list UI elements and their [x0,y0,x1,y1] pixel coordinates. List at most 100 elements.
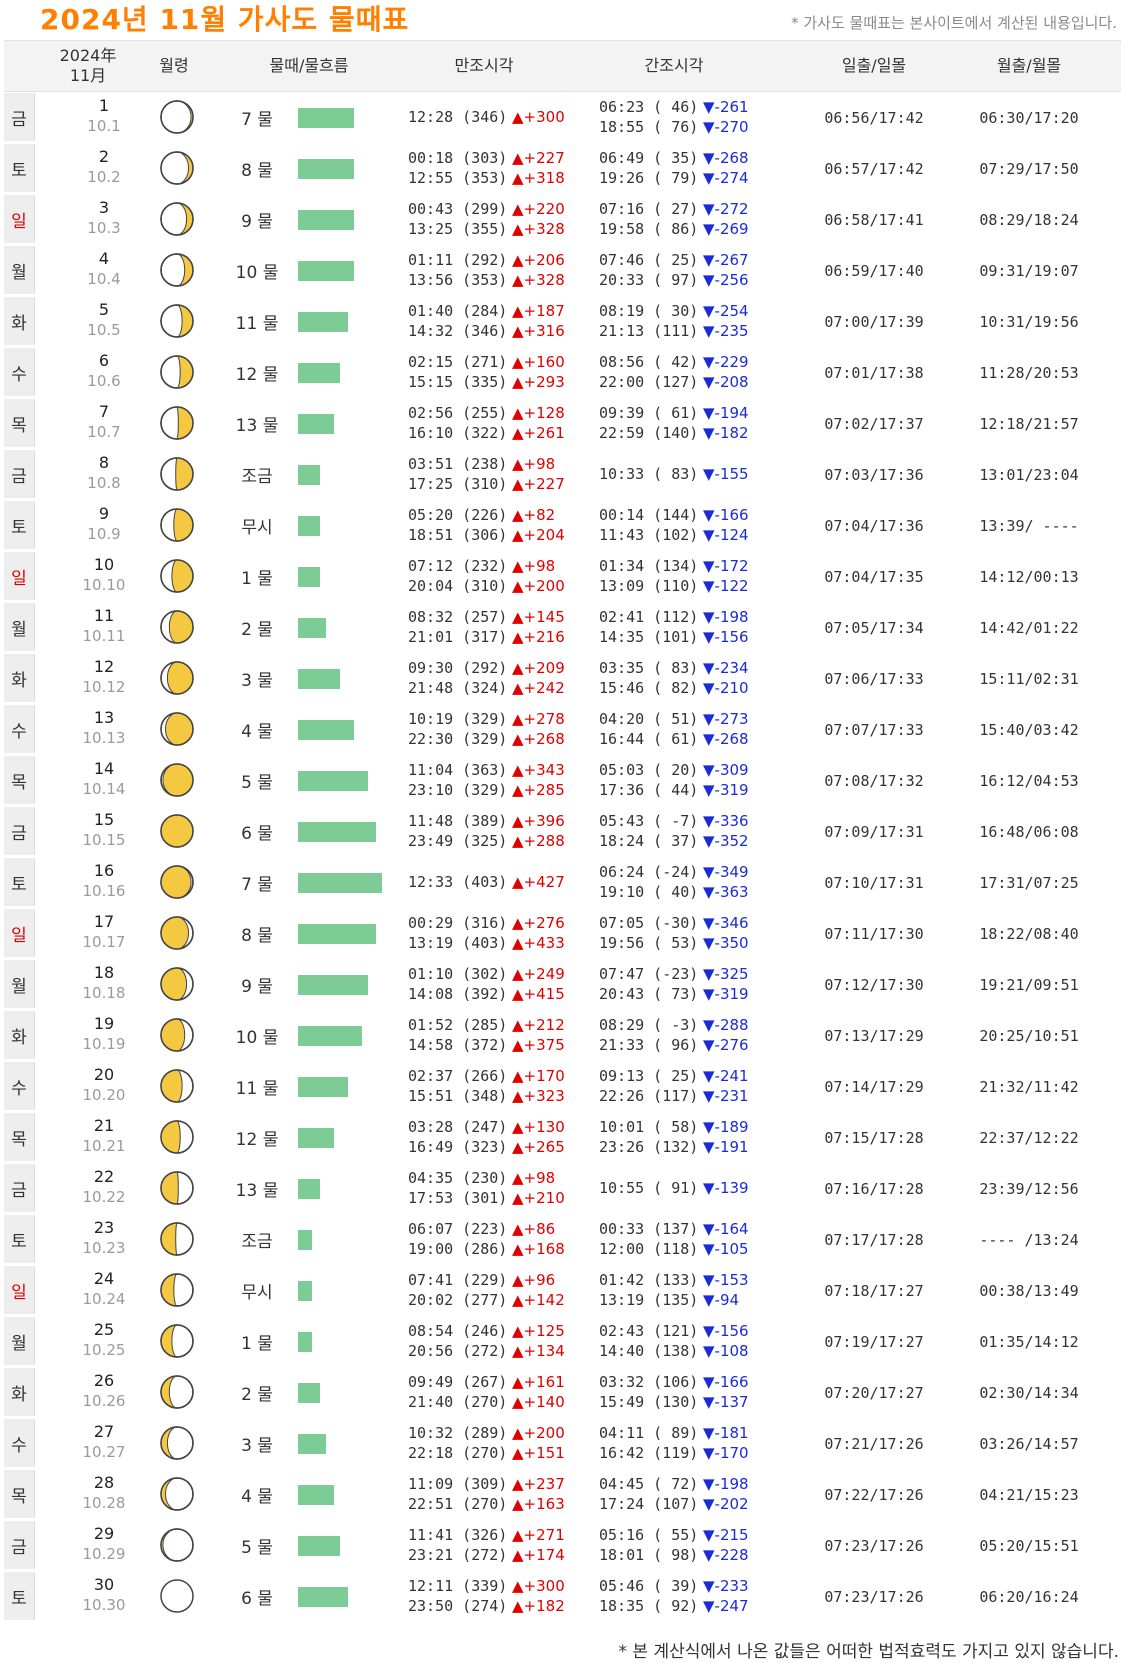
high-tide-time: 13:25 (355) [408,220,508,238]
high-tide-delta-value: +212 [523,1016,565,1034]
rising-arrow-icon: ▲ [512,526,524,544]
low-tide: 01:34 (134) ▼-172 13:09 (110) ▼-122 [599,551,789,602]
rising-arrow-icon: ▲ [512,1322,524,1340]
rising-arrow-icon: ▲ [512,1373,524,1391]
low-tide-delta: ▼-268 [703,149,749,167]
sunrise-sunset: 07:03/17:36 [824,465,924,484]
table-row: 수 13 10.13 4 물 10:19 (329) ▲+278 22:30 (329) ▲+… [4,704,1121,755]
tide-name: 7 물 [241,110,273,130]
low-tide-delta: ▼-319 [703,985,749,1003]
solar-day: 17 [93,912,115,931]
high-tide-time: 14:32 (346) [408,322,508,340]
falling-arrow-icon: ▼ [703,251,715,269]
moon-phase-icon [160,1273,194,1307]
lunar-date: 10.26 [82,1392,126,1410]
low-tide-delta: ▼-319 [703,781,749,799]
low-tide-delta-value: -233 [714,1577,749,1595]
low-tide-delta: ▼-363 [703,883,749,901]
high-tide-delta-value: +174 [523,1546,565,1564]
high-tide-delta-value: +328 [523,271,565,289]
day-of-week: 토 [4,1572,35,1620]
moon-phase-icon [160,1018,194,1052]
high-tide-time: 22:30 (329) [408,730,508,748]
moonrise-moonset: 03:26/14:57 [979,1434,1079,1453]
table-row: 목 28 10.28 4 물 11:09 (309) ▲+237 22:51 (270) ▲+… [4,1469,1121,1520]
high-tide-delta-value: +268 [523,730,565,748]
low-tide-delta-value: -309 [714,761,749,779]
rising-arrow-icon: ▲ [512,608,524,626]
low-tide: 06:23 ( 46) ▼-261 18:55 ( 76) ▼-270 [599,92,789,143]
moon-phase-icon [160,712,194,746]
moon-phase-icon [160,1324,194,1358]
header-high-tide: 만조시각 [454,56,514,75]
lunar-date: 10.10 [82,576,126,594]
high-tide-delta-value: +249 [523,965,565,983]
high-tide: 02:37 (266) ▲+170 15:51 (348) ▲+323 [408,1061,598,1112]
low-tide-delta-value: -164 [714,1220,749,1238]
moonrise-moonset: 05:20/15:51 [979,1536,1079,1555]
rising-arrow-icon: ▲ [512,679,524,697]
table-row: 월 18 10.18 9 물 01:10 (302) ▲+249 14:08 (392) ▲+… [4,959,1121,1010]
lunar-date: 10.24 [82,1290,126,1308]
moon-phase-icon [160,355,194,389]
falling-arrow-icon: ▼ [703,710,715,728]
high-tide-delta: ▲+187 [512,302,565,320]
low-tide: 04:45 ( 72) ▼-198 17:24 (107) ▼-202 [599,1469,789,1520]
high-tide-delta-value: +130 [523,1118,565,1136]
rising-arrow-icon: ▲ [512,455,524,473]
day-of-week: 토 [4,1215,35,1263]
low-tide-time: 14:40 (138) [599,1342,699,1360]
low-tide-delta: ▼-94 [703,1291,739,1309]
low-tide-delta-value: -319 [714,985,749,1003]
low-tide: 00:14 (144) ▼-166 11:43 (102) ▼-124 [599,500,789,551]
lunar-date: 10.19 [82,1035,126,1053]
high-tide-time: 08:54 (246) [408,1322,508,1340]
day-of-week: 일 [4,552,35,600]
table-row: 수 20 10.20 11 물 02:37 (266) ▲+170 15:51 (348) ▲… [4,1061,1121,1112]
table-row: 목 21 10.21 12 물 03:28 (247) ▲+130 16:49 (323) ▲… [4,1112,1121,1163]
low-tide-delta-value: -198 [714,1475,749,1493]
low-tide-delta: ▼-166 [703,506,749,524]
low-tide: 00:33 (137) ▼-164 12:00 (118) ▼-105 [599,1214,789,1265]
tide-flow-bar [298,516,320,536]
high-tide-time: 12:11 (339) [408,1577,508,1595]
moonrise-moonset: 15:11/02:31 [979,669,1079,688]
low-tide-delta: ▼-181 [703,1424,749,1442]
solar-day: 3 [98,198,110,217]
low-tide-delta: ▼-172 [703,557,749,575]
high-tide: 07:41 (229) ▲+96 20:02 (277) ▲+142 [408,1265,598,1316]
high-tide-delta: ▲+174 [512,1546,565,1564]
low-tide-time: 22:26 (117) [599,1087,699,1105]
rising-arrow-icon: ▲ [512,1016,524,1034]
high-tide-delta-value: +170 [523,1067,565,1085]
low-tide: 09:13 ( 25) ▼-241 22:26 (117) ▼-231 [599,1061,789,1112]
rising-arrow-icon: ▲ [512,251,524,269]
table-row: 목 7 10.7 13 물 02:56 (255) ▲+128 16:10 (322) ▲+2… [4,398,1121,449]
low-tide-delta-value: -234 [714,659,749,677]
falling-arrow-icon: ▼ [703,169,715,187]
table-body: 금 1 10.1 7 물 12:28 (346) ▲+300 06:23 ( 46) ▼-26… [4,92,1121,1622]
high-tide-delta: ▲+375 [512,1036,565,1054]
rising-arrow-icon: ▲ [512,424,524,442]
high-tide-delta-value: +293 [523,373,565,391]
high-tide-delta-value: +145 [523,608,565,626]
high-tide-time: 17:25 (310) [408,475,508,493]
low-tide-delta-value: -137 [714,1393,749,1411]
high-tide-delta-value: +151 [523,1444,565,1462]
tide-name: 11 물 [235,314,279,334]
high-tide-delta: ▲+161 [512,1373,565,1391]
low-tide-delta-value: -267 [714,251,749,269]
day-of-week: 일 [4,909,35,957]
low-tide-time: 21:13 (111) [599,322,699,340]
tide-flow-bar [298,210,354,230]
high-tide-time: 03:51 (238) [408,455,508,473]
rising-arrow-icon: ▲ [512,710,524,728]
moon-phase-icon [160,1528,194,1562]
falling-arrow-icon: ▼ [703,659,715,677]
low-tide-time: 07:16 ( 27) [599,200,699,218]
solar-day: 7 [98,402,110,421]
low-tide-delta: ▼-156 [703,628,749,646]
falling-arrow-icon: ▼ [703,1220,715,1238]
moon-phase-icon [160,457,194,491]
low-tide-delta-value: -182 [714,424,749,442]
